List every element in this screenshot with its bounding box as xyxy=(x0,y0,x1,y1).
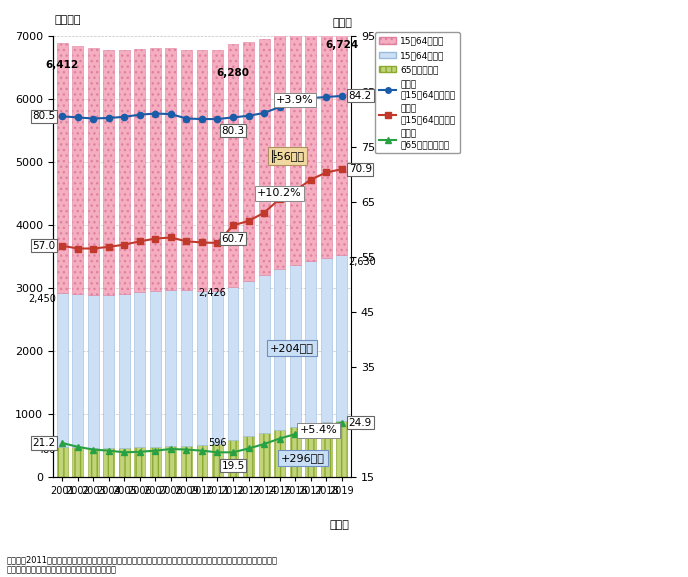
Text: （注）　2011年は、東日本大震災の影響により全国集計結果が存在しないため、補完的に推計した値を用いている。: （注） 2011年は、東日本大震災の影響により全国集計結果が存在しないため、補完… xyxy=(7,555,278,564)
Bar xyxy=(181,50,192,290)
Text: 資料）総務省「労働力調査」より国土交通省作成: 資料）総務省「労働力調査」より国土交通省作成 xyxy=(7,565,117,574)
Bar xyxy=(305,261,316,424)
Bar xyxy=(336,421,347,477)
Bar xyxy=(197,291,207,445)
Bar xyxy=(72,46,83,294)
Text: 19.5: 19.5 xyxy=(222,460,245,471)
Text: 6,412: 6,412 xyxy=(45,59,78,70)
Text: +3.9%: +3.9% xyxy=(277,95,314,105)
Text: 2,426: 2,426 xyxy=(199,288,226,298)
Bar xyxy=(290,265,301,428)
Text: 6,280: 6,280 xyxy=(217,68,250,78)
Bar xyxy=(290,428,301,477)
Bar xyxy=(259,433,270,477)
Bar xyxy=(197,50,207,291)
Bar xyxy=(103,50,114,295)
Bar xyxy=(56,43,67,293)
Bar xyxy=(243,42,254,282)
Text: 2,630: 2,630 xyxy=(348,257,376,267)
Bar xyxy=(228,440,239,477)
Text: +296万人: +296万人 xyxy=(281,453,325,463)
Bar xyxy=(150,291,161,447)
Bar xyxy=(275,29,285,268)
Bar xyxy=(243,436,254,477)
Bar xyxy=(72,447,83,477)
Text: 6,724: 6,724 xyxy=(325,40,358,50)
Bar xyxy=(56,293,67,447)
Bar xyxy=(212,444,223,477)
Bar xyxy=(165,48,176,290)
Bar xyxy=(228,44,239,287)
Text: 21.2: 21.2 xyxy=(32,438,56,448)
Bar xyxy=(165,446,176,477)
Bar xyxy=(197,445,207,477)
Bar xyxy=(103,448,114,477)
Text: 596: 596 xyxy=(208,438,226,448)
Text: 84.2: 84.2 xyxy=(349,91,372,101)
Bar xyxy=(321,422,332,477)
Bar xyxy=(150,447,161,477)
Bar xyxy=(88,48,98,295)
Text: ╠56万人: ╠56万人 xyxy=(270,149,304,163)
Bar xyxy=(181,446,192,477)
Bar xyxy=(321,5,332,258)
Bar xyxy=(119,50,130,294)
Bar xyxy=(275,430,285,477)
Text: 80.3: 80.3 xyxy=(222,126,244,136)
Bar xyxy=(275,268,285,430)
Bar xyxy=(134,49,145,293)
Bar xyxy=(119,448,130,477)
Text: （％）: （％） xyxy=(333,18,353,28)
Bar xyxy=(103,295,114,448)
Bar xyxy=(336,0,347,256)
Bar xyxy=(212,291,223,444)
Text: （万人）: （万人） xyxy=(54,15,81,25)
Bar xyxy=(56,447,67,477)
Bar xyxy=(336,256,347,421)
Text: 480: 480 xyxy=(37,445,56,455)
Bar xyxy=(259,39,270,275)
Text: 60.7: 60.7 xyxy=(222,234,244,243)
Bar xyxy=(134,293,145,447)
Text: 70.9: 70.9 xyxy=(349,164,372,174)
Bar xyxy=(290,20,301,265)
Text: （年）: （年） xyxy=(330,520,350,530)
Bar xyxy=(88,448,98,477)
Bar xyxy=(243,282,254,436)
Bar xyxy=(228,287,239,440)
Bar xyxy=(88,295,98,448)
Text: +204万人: +204万人 xyxy=(270,343,314,353)
Legend: 15～64歳男性, 15～64歳女性, 65歳以上男女, 就業率
（15～64歳男性）, 就業率
（15～64歳女性）, 就業率
（65歳以上男女）: 15～64歳男性, 15～64歳女性, 65歳以上男女, 就業率 （15～64歳… xyxy=(375,32,460,153)
Bar xyxy=(165,290,176,446)
Bar xyxy=(259,275,270,433)
Text: +10.2%: +10.2% xyxy=(257,189,302,198)
Text: +5.4%: +5.4% xyxy=(299,425,337,435)
Bar xyxy=(119,294,130,448)
Bar xyxy=(305,12,316,261)
Bar xyxy=(321,258,332,422)
Text: 24.9: 24.9 xyxy=(349,418,372,428)
Bar xyxy=(72,294,83,447)
Text: 80.5: 80.5 xyxy=(32,111,56,121)
Text: 57.0: 57.0 xyxy=(32,241,56,251)
Bar xyxy=(181,290,192,446)
Bar xyxy=(305,424,316,477)
Text: 892: 892 xyxy=(348,419,367,429)
Bar xyxy=(134,447,145,477)
Bar xyxy=(212,50,223,291)
Text: 2,450: 2,450 xyxy=(28,294,56,304)
Bar xyxy=(150,48,161,291)
